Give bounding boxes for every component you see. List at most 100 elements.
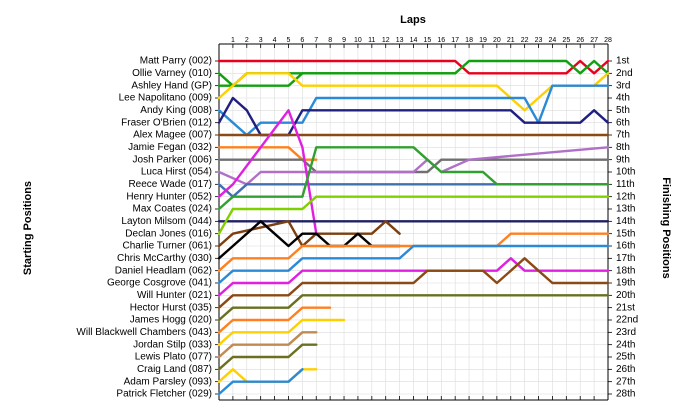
finishing-position-label: 13th (616, 204, 635, 215)
lap-tick-label: 16 (437, 37, 445, 44)
starting-position-label: Adam Parsley (093) (124, 376, 212, 387)
starting-position-label: Matt Parry (002) (140, 56, 212, 67)
starting-position-label: Jordan Stilp (033) (133, 339, 212, 350)
finishing-position-label: 2nd (616, 68, 633, 79)
finishing-position-label: 7th (616, 130, 630, 141)
driver-series-line (217, 195, 610, 235)
starting-position-label: Craig Land (087) (137, 364, 212, 375)
finishing-position-label: 20th (616, 290, 635, 301)
driver-series-line (217, 146, 318, 161)
driver-series-line (217, 318, 346, 346)
lap-tick-label: 15 (423, 37, 431, 44)
driver-series-line (217, 294, 610, 322)
finishing-position-label: 18th (616, 265, 635, 276)
lap-tick-label: 26 (576, 37, 584, 44)
starting-position-label: Declan Jones (016) (125, 228, 212, 239)
lap-tick-label: 5 (287, 37, 291, 44)
driver-series-line (217, 244, 610, 285)
lap-tick-label: 11 (368, 37, 375, 44)
finishing-position-label: 4th (616, 93, 630, 104)
starting-position-label: Chris McCarthy (030) (117, 253, 212, 264)
starting-position-label: Reece Wade (017) (128, 179, 212, 190)
lap-tick-label: 7 (314, 37, 318, 44)
driver-series-line (217, 343, 318, 371)
driver-series-line (217, 220, 401, 260)
lap-tick-label: 2 (245, 37, 249, 44)
driver-series-line (217, 368, 304, 396)
starting-position-label: George Cosgrove (041) (107, 278, 212, 289)
driver-series-line (217, 158, 610, 174)
finishing-position-label: 27th (616, 376, 635, 387)
starting-position-label: Ollie Varney (010) (132, 68, 212, 79)
finishing-position-label: 10th (616, 167, 635, 178)
starting-position-label: Daniel Headlam (062) (115, 265, 212, 276)
finishing-position-label: 19th (616, 278, 635, 289)
finishing-position-label: 16th (616, 241, 635, 252)
starting-position-label: Josh Parker (006) (133, 154, 212, 165)
starting-position-label: Luca Hirst (054) (141, 167, 212, 178)
starting-position-label: Will Blackwell Chambers (043) (76, 327, 212, 338)
y-axis-right-title: Finishing Positions (660, 177, 672, 278)
lap-tick-label: 14 (410, 37, 418, 44)
finishing-position-label: 5th (616, 105, 630, 116)
starting-position-label: Ashley Hand (GP) (131, 80, 212, 91)
driver-series-line (217, 257, 610, 309)
lap-tick-label: 12 (382, 37, 390, 44)
driver-series-line (217, 146, 610, 186)
finishing-position-label: 3rd (616, 80, 630, 91)
driver-series-line (217, 232, 610, 272)
finishing-position-label: 12th (616, 191, 635, 202)
finishing-position-label: 1st (616, 56, 630, 67)
lap-tick-label: 27 (590, 37, 598, 44)
finishing-position-label: 25th (616, 352, 635, 363)
driver-series-line (217, 96, 610, 137)
starting-position-label: Lewis Plato (077) (135, 352, 212, 363)
finishing-position-label: 9th (616, 154, 630, 165)
driver-series-line (217, 331, 318, 359)
starting-position-label: Lee Napolitano (009) (119, 93, 212, 104)
lap-tick-label: 4 (273, 37, 277, 44)
finishing-position-label: 15th (616, 228, 635, 239)
x-axis-title: Laps (400, 14, 426, 26)
finishing-position-label: 23rd (616, 327, 636, 338)
driver-series-line (217, 257, 610, 297)
driver-series-line (217, 306, 332, 334)
finishing-position-label: 17th (616, 253, 635, 264)
lap-tick-label: 1 (231, 37, 235, 44)
lap-tick-label: 6 (300, 37, 304, 44)
starting-position-label: Jamie Fegan (032) (128, 142, 212, 153)
starting-position-label: Will Hunter (021) (137, 290, 212, 301)
starting-position-label: Charlie Turner (061) (123, 241, 212, 252)
starting-position-label: Hector Hurst (035) (130, 302, 212, 313)
finishing-position-label: 21st (616, 302, 635, 313)
series-group (217, 59, 610, 396)
lap-tick-label: 3 (259, 37, 263, 44)
labels: 1 2 3 4 5 6 7 8 9 10 11 12 13 14 15 16 17 18 19 20 21 22 23 24 2… (76, 37, 638, 400)
lap-tick-label: 19 (479, 37, 487, 44)
starting-position-label: Layton Milsom (044) (121, 216, 212, 227)
lap-tick-label: 9 (342, 37, 346, 44)
driver-series-line (217, 84, 610, 137)
lap-tick-label: 8 (328, 37, 332, 44)
lap-tick-label: 13 (396, 37, 404, 44)
finishing-position-label: 14th (616, 216, 635, 227)
lap-tick-label: 22 (521, 37, 529, 44)
lap-tick-label: 23 (535, 37, 543, 44)
starting-position-label: Max Coates (024) (133, 204, 212, 215)
driver-series-line (217, 220, 401, 248)
lap-tick-label: 25 (562, 37, 570, 44)
lap-tick-label: 17 (451, 37, 459, 44)
starting-position-label: Henry Hunter (052) (126, 191, 212, 202)
lap-tick-label: 18 (465, 37, 473, 44)
finishing-position-label: 11th (616, 179, 635, 190)
starting-position-label: James Hogg (020) (130, 315, 212, 326)
starting-position-label: Patrick Fletcher (029) (116, 389, 212, 400)
finishing-position-label: 6th (616, 117, 630, 128)
starting-position-label: Alex Magee (007) (133, 130, 212, 141)
lap-tick-label: 10 (354, 37, 362, 44)
finishing-position-label: 24th (616, 339, 635, 350)
finishing-position-label: 26th (616, 364, 635, 375)
lap-tick-label: 21 (507, 37, 515, 44)
